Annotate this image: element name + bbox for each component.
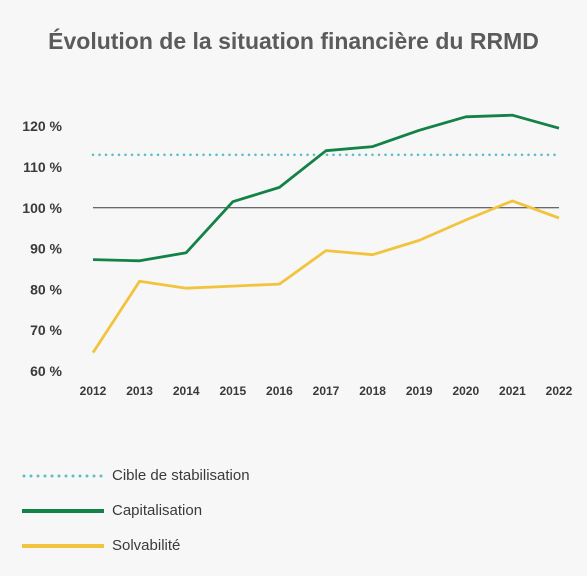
x-tick-label: 2020 (452, 384, 479, 398)
x-tick-label: 2021 (499, 384, 526, 398)
y-tick-label: 90 % (30, 241, 62, 257)
chart-title: Évolution de la situation financière du … (48, 28, 539, 54)
x-tick-label: 2018 (359, 384, 386, 398)
legend-item-cible: Cible de stabilisation (22, 458, 250, 493)
y-tick-label: 100 % (22, 200, 62, 216)
x-tick-label: 2013 (126, 384, 153, 398)
x-tick-label: 2019 (406, 384, 433, 398)
y-tick-label: 60 % (30, 363, 62, 379)
legend-label-cible: Cible de stabilisation (112, 467, 250, 484)
legend-swatch-solvabilite (22, 540, 104, 552)
legend-item-solvabilite: Solvabilité (22, 528, 250, 563)
y-tick-label: 80 % (30, 281, 62, 297)
legend-swatch-cible (22, 470, 104, 482)
y-tick-label: 110 % (23, 159, 62, 175)
x-tick-label: 2015 (219, 384, 246, 398)
y-tick-label: 120 % (22, 118, 62, 134)
series-line-1 (92, 113, 560, 263)
x-tick-label: 2012 (80, 384, 107, 398)
y-tick-label: 70 % (30, 322, 62, 338)
legend-item-capitalisation: Capitalisation (22, 493, 250, 528)
x-tick-label: 2014 (173, 384, 200, 398)
chart-legend: Cible de stabilisation Capitalisation So… (22, 458, 250, 563)
x-tick-label: 2022 (546, 384, 573, 398)
x-tick-label: 2016 (266, 384, 293, 398)
chart-plot: 60 % 70 % 80 % 90 % 100 % 110 % 120 % 2012 2013 2… (22, 113, 573, 398)
x-tick-label: 2017 (313, 384, 340, 398)
legend-label-capitalisation: Capitalisation (112, 502, 203, 519)
series-line-2 (91, 199, 560, 354)
legend-label-solvabilite: Solvabilité (112, 537, 181, 554)
legend-swatch-capitalisation (22, 505, 104, 517)
